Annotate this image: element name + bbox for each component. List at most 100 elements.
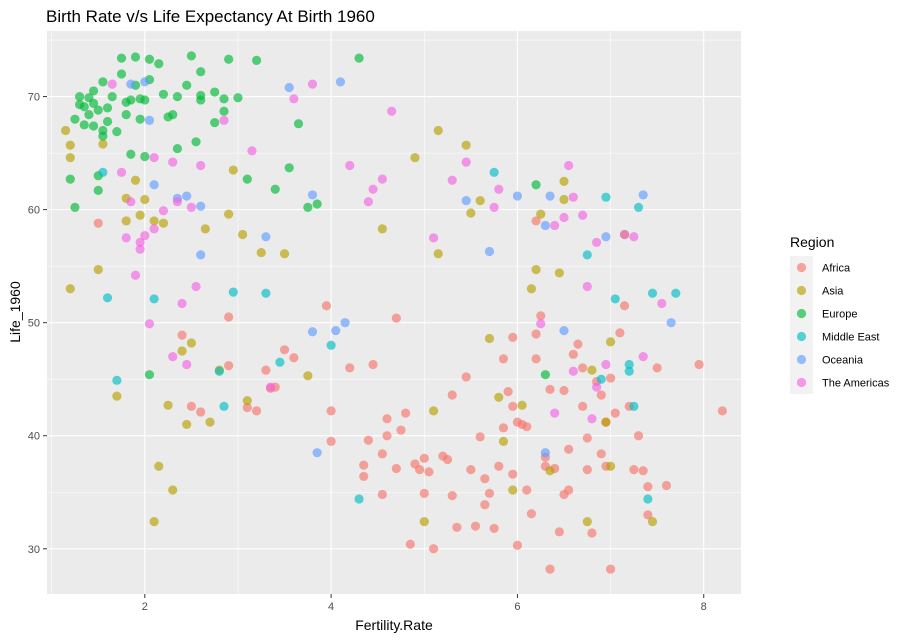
- point-europe: [79, 120, 89, 130]
- point-europe: [88, 121, 99, 131]
- point-africa: [470, 521, 481, 531]
- point-europe: [65, 174, 75, 184]
- point-africa: [359, 471, 369, 482]
- point-asia: [461, 140, 471, 150]
- point-the-americas: [578, 210, 588, 220]
- point-oceania: [284, 82, 294, 93]
- point-africa: [508, 401, 518, 411]
- point-middle-east: [98, 167, 108, 177]
- point-asia: [605, 461, 616, 471]
- point-the-americas: [135, 244, 145, 254]
- point-middle-east: [610, 294, 620, 304]
- point-asia: [65, 153, 75, 163]
- point-europe: [116, 53, 127, 63]
- point-europe: [270, 184, 280, 194]
- point-europe: [126, 149, 136, 159]
- point-asia: [475, 195, 485, 206]
- point-oceania: [307, 327, 318, 337]
- point-the-americas: [592, 237, 602, 248]
- point-asia: [168, 485, 178, 495]
- legend-label-europe: Europe: [822, 309, 857, 321]
- point-asia: [135, 210, 145, 220]
- point-africa: [619, 301, 630, 311]
- point-asia: [130, 175, 141, 185]
- point-europe: [354, 53, 364, 63]
- minor-gridlines: [47, 31, 741, 594]
- point-oceania: [540, 220, 550, 231]
- point-the-americas: [587, 414, 597, 424]
- point-asia: [410, 153, 420, 163]
- point-oceania: [545, 191, 555, 201]
- legend-swatch-middle-east: [796, 331, 807, 342]
- point-africa: [419, 453, 429, 463]
- point-europe: [70, 114, 80, 124]
- point-middle-east: [275, 357, 285, 367]
- point-africa: [447, 491, 457, 501]
- point-africa: [251, 406, 262, 416]
- point-the-americas: [265, 382, 276, 392]
- point-africa: [382, 414, 392, 424]
- point-africa: [326, 406, 336, 416]
- point-the-americas: [107, 79, 117, 89]
- point-europe: [293, 119, 304, 129]
- point-europe: [93, 185, 103, 196]
- point-africa: [610, 408, 620, 418]
- point-the-americas: [116, 167, 127, 177]
- point-oceania: [484, 246, 495, 257]
- point-the-americas: [629, 232, 639, 242]
- point-africa: [564, 485, 574, 495]
- legend: Region Africa Asia Europe Middle East Oceani…: [790, 234, 890, 394]
- y-axis-ticks: 30 40 50 60 70: [28, 92, 47, 556]
- point-europe: [182, 80, 192, 90]
- point-the-americas: [191, 281, 201, 292]
- point-europe: [233, 93, 243, 103]
- point-middle-east: [219, 401, 229, 411]
- point-asia: [466, 208, 476, 218]
- point-asia: [433, 249, 443, 259]
- point-oceania: [335, 77, 346, 87]
- point-africa: [442, 454, 453, 465]
- point-africa: [494, 461, 504, 471]
- point-europe: [186, 51, 196, 61]
- point-africa: [582, 465, 592, 475]
- point-the-americas: [130, 270, 141, 280]
- point-asia: [508, 485, 518, 495]
- point-asia: [303, 371, 313, 381]
- point-asia: [177, 346, 187, 356]
- point-europe: [172, 91, 183, 102]
- point-africa: [536, 311, 546, 321]
- point-africa: [186, 401, 196, 411]
- x-tick-label: 2: [142, 601, 148, 613]
- point-asia: [93, 264, 103, 275]
- point-africa: [526, 509, 537, 519]
- point-europe: [130, 52, 141, 62]
- point-europe: [242, 174, 252, 184]
- point-asia: [224, 209, 234, 219]
- plot-panel: [47, 31, 741, 594]
- point-the-americas: [387, 106, 397, 116]
- point-africa: [578, 363, 588, 373]
- point-the-americas: [494, 184, 504, 194]
- point-middle-east: [112, 375, 122, 385]
- point-europe: [284, 163, 294, 173]
- point-africa: [531, 354, 541, 364]
- point-the-americas: [172, 197, 183, 207]
- point-oceania: [559, 325, 569, 336]
- point-africa: [401, 408, 411, 418]
- point-the-americas: [582, 281, 592, 292]
- point-asia: [494, 392, 504, 402]
- point-europe: [84, 110, 94, 120]
- point-asia: [545, 466, 555, 476]
- point-asia: [65, 284, 75, 294]
- point-middle-east: [261, 288, 271, 298]
- point-middle-east: [633, 202, 644, 212]
- point-the-americas: [135, 237, 145, 248]
- point-asia: [205, 417, 215, 427]
- point-europe: [121, 110, 131, 120]
- point-europe: [219, 106, 229, 116]
- point-europe: [102, 116, 113, 127]
- point-asia: [559, 176, 569, 186]
- point-europe: [224, 54, 234, 64]
- point-oceania: [666, 318, 676, 328]
- point-africa: [652, 363, 662, 373]
